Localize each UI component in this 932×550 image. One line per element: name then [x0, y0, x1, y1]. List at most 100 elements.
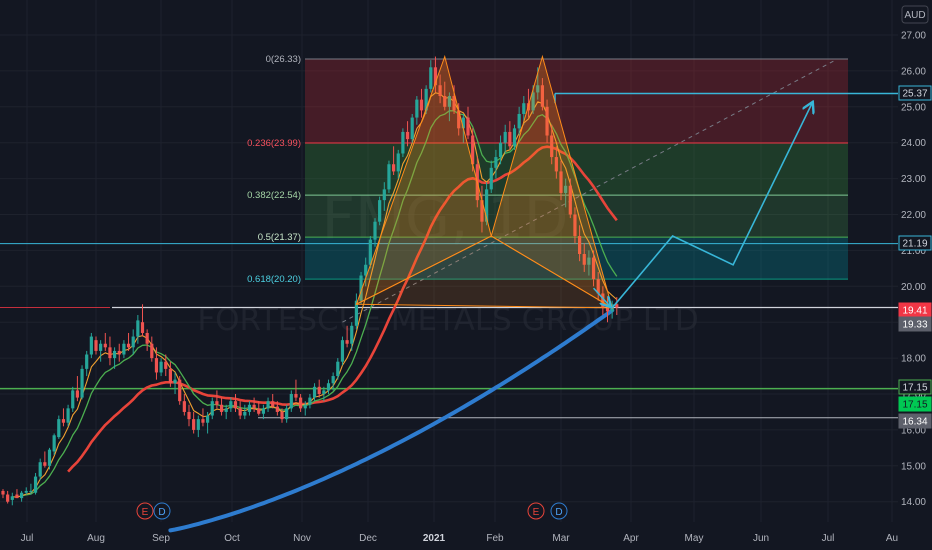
candle-body: [359, 275, 363, 301]
candle: [359, 271, 363, 305]
fib-label: 0.5(21.37): [258, 232, 301, 243]
candle-body: [322, 390, 326, 394]
price-tag-box: [898, 85, 932, 101]
candle-body: [382, 189, 386, 201]
candle-body: [140, 322, 145, 333]
candle-body: [480, 200, 484, 222]
candle: [317, 379, 321, 398]
y-tick-label: 14.00: [901, 497, 926, 508]
candle-body: [61, 419, 66, 423]
candle-body: [415, 99, 419, 118]
candle: [94, 336, 98, 355]
candle-body: [192, 419, 196, 430]
earnings-label: E: [142, 507, 149, 518]
candle-body: [201, 419, 205, 423]
candle: [243, 404, 247, 420]
y-tick-label: 20.00: [901, 282, 926, 293]
candle-body: [126, 343, 131, 348]
candle: [140, 304, 145, 337]
candle-body: [471, 135, 475, 165]
y-tick-label: 26.00: [901, 66, 926, 77]
y-tick-label: 25.00: [901, 102, 926, 113]
candle: [299, 394, 303, 412]
candle-body: [71, 390, 75, 409]
candle: [396, 149, 400, 179]
candle: [71, 386, 75, 412]
candle-body: [57, 419, 61, 438]
x-tick-label: Feb: [486, 533, 504, 544]
candle-body: [33, 476, 38, 493]
candle-body: [43, 462, 47, 466]
candle-body: [66, 408, 70, 423]
x-tick-label: Au: [886, 533, 898, 544]
y-tick-label: 27.00: [901, 31, 926, 42]
candle-body: [466, 117, 470, 136]
candle: [336, 358, 340, 380]
price-tag-label: 19.33: [902, 320, 927, 331]
candle-body: [350, 325, 354, 344]
candle: [550, 124, 554, 165]
candle-body: [15, 494, 19, 499]
candle: [308, 394, 312, 409]
y-tick-label: 18.00: [901, 354, 926, 365]
candle-body: [131, 336, 135, 348]
fib-zone: [305, 59, 848, 144]
currency-badge[interactable]: AUD: [901, 5, 929, 24]
x-tick-label: Jul: [21, 533, 34, 544]
price-tag-box: [898, 379, 932, 395]
candle-body: [159, 361, 163, 373]
fib-label: 0.618(20.20): [247, 274, 301, 285]
candle-body: [275, 406, 279, 412]
candle-body: [522, 103, 526, 114]
candle: [20, 490, 24, 502]
candle-body: [405, 131, 410, 140]
candle: [517, 106, 521, 136]
price-tag-label: 17.15: [902, 400, 927, 411]
x-tick-label: Mar: [552, 533, 570, 544]
candle: [24, 487, 28, 495]
earnings-icon: [136, 502, 154, 520]
x-tick-label: Nov: [293, 533, 311, 544]
candle: [447, 92, 451, 122]
candle: [145, 329, 149, 351]
candle: [354, 293, 358, 330]
candle-body: [550, 135, 554, 158]
x-tick-label: Dec: [359, 533, 377, 544]
candle: [410, 113, 414, 143]
candle-body: [354, 300, 358, 326]
candle: [466, 106, 470, 140]
price-tag: 19.41: [898, 302, 932, 318]
candle: [364, 257, 368, 287]
candle-body: [387, 164, 391, 190]
candle: [545, 99, 549, 143]
candle-body: [173, 379, 177, 384]
dividend-label: D: [158, 507, 165, 518]
candle-body: [233, 401, 238, 409]
x-tick-label: Jul: [822, 533, 835, 544]
candle-body: [396, 153, 400, 172]
candle-body: [573, 214, 577, 237]
candle: [229, 397, 233, 412]
candle: [1, 489, 5, 499]
horizontal-lines: [0, 59, 898, 419]
price-axis: 14.0015.0016.0017.0018.0019.0020.0021.00…: [898, 0, 932, 550]
candle-body: [326, 383, 331, 391]
candle: [401, 128, 405, 158]
candle-body: [419, 99, 424, 111]
price-tag: 17.15: [898, 379, 932, 395]
candle-body: [206, 415, 210, 423]
candle: [559, 160, 563, 201]
candle: [368, 236, 372, 269]
candle-body: [368, 239, 372, 265]
time-axis: Jul Aug Sep Oct Nov Dec 2021 Feb Mar Apr May Jun Jul…: [21, 533, 899, 544]
candle: [38, 458, 42, 481]
candle: [429, 60, 433, 93]
candle: [322, 386, 326, 402]
candle: [345, 325, 349, 348]
candle-body: [312, 386, 317, 398]
candle-body: [517, 113, 521, 129]
candle: [378, 196, 382, 226]
